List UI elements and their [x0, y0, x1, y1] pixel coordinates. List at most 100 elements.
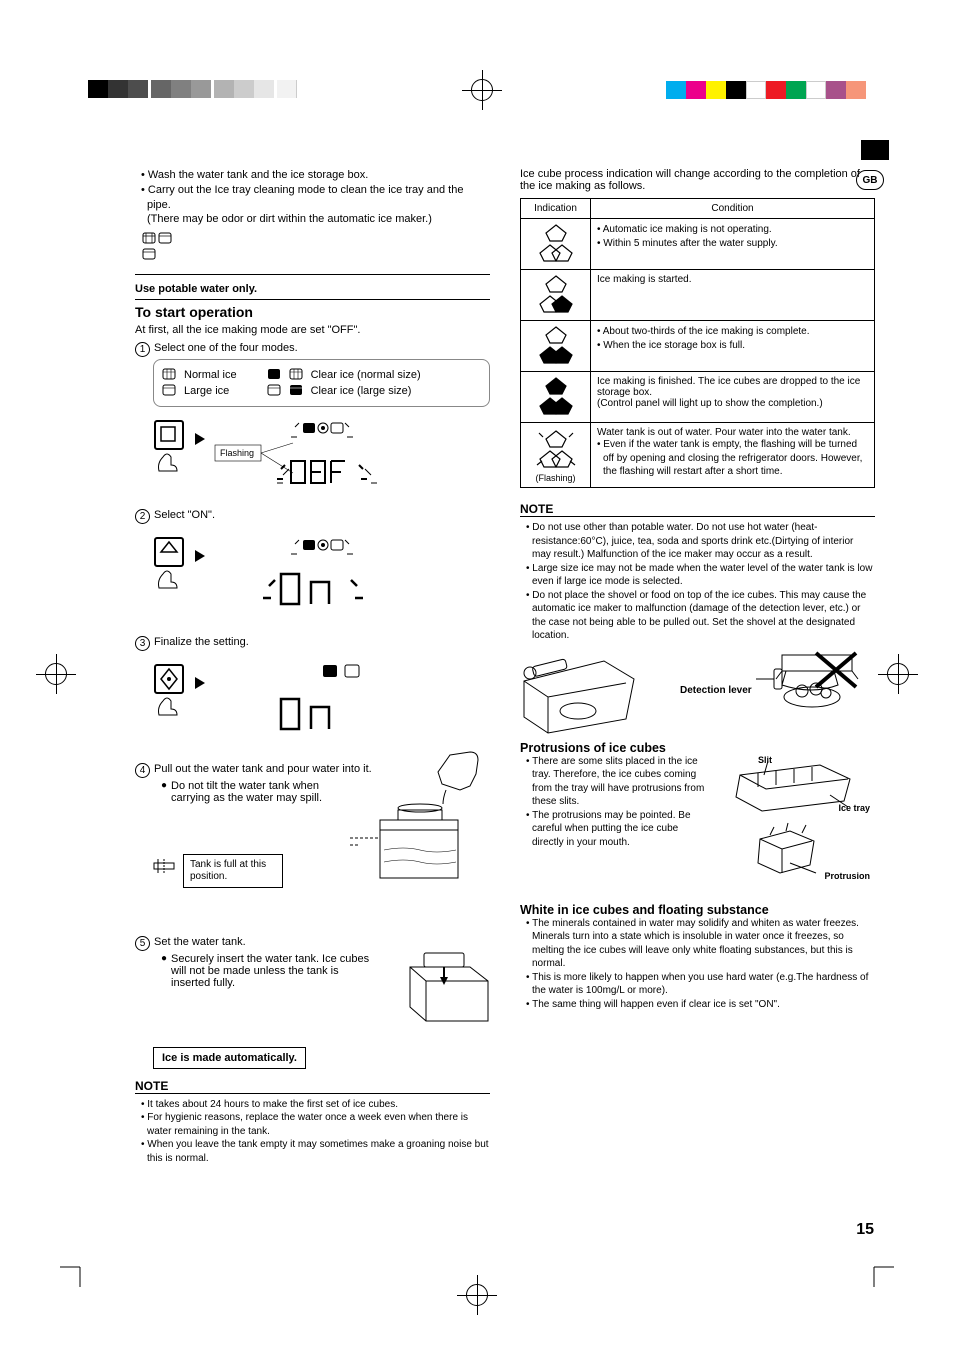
cond-item: Automatic ice making is not operating.	[597, 223, 868, 237]
table-row: About two-thirds of the ice making is co…	[521, 321, 875, 372]
table-row: (Flashing) Water tank is out of water. P…	[521, 423, 875, 488]
detection-lever-label: Detection lever	[680, 685, 752, 696]
flashing-label: Flashing	[220, 448, 254, 458]
note-item: Do not place the shovel or food on top o…	[526, 589, 875, 643]
note-item: When you leave the tank empty it may som…	[141, 1138, 490, 1165]
protrusions-heading: Protrusions of ice cubes	[520, 741, 875, 755]
detection-lever-figure: Detection lever	[680, 651, 866, 731]
indication-icon	[521, 321, 591, 372]
mode-clear-large: Clear ice (large size)	[267, 384, 421, 398]
cond-item: Within 5 minutes after the water supply.	[597, 237, 868, 251]
cond-item: When the ice storage box is full.	[597, 339, 868, 353]
prep-item: Carry out the Ice tray cleaning mode to …	[141, 183, 490, 213]
condition-cell: About two-thirds of the ice making is co…	[591, 321, 875, 372]
flashing-caption: (Flashing)	[527, 473, 584, 483]
potable-water-heading: Use potable water only.	[135, 283, 490, 295]
note-rule	[135, 1093, 490, 1094]
indication-icon: (Flashing)	[521, 423, 591, 488]
white-heading: White in ice cubes and floating substanc…	[520, 903, 875, 917]
step4-diagram: ● Do not tilt the water tank when carryi…	[161, 780, 490, 930]
step-number-icon: 1	[135, 342, 150, 357]
registration-crosshair-bottom	[457, 1275, 497, 1315]
table-row: Ice making is finished. The ice cubes ar…	[521, 372, 875, 423]
cond-item: About two-thirds of the ice making is co…	[597, 325, 868, 339]
protrusion-item: There are some slits placed in the ice t…	[526, 755, 710, 809]
condition-cell: Ice making is finished. The ice cubes ar…	[591, 372, 875, 423]
note-item: Large size ice may not be made when the …	[526, 562, 875, 589]
step3-diagram	[153, 657, 490, 757]
step1-diagram: Flashing	[153, 413, 490, 503]
page-edge-tab	[861, 140, 889, 160]
prep-note: (There may be odor or dirt within the au…	[135, 213, 490, 225]
step-text: Set the water tank.	[154, 936, 246, 948]
step-text: Pull out the water tank and pour water i…	[154, 763, 372, 775]
start-operation-heading: To start operation	[135, 304, 490, 320]
divider	[135, 274, 490, 275]
mode-large: Large ice	[162, 384, 237, 398]
step5-diagram: ● Securely insert the water tank. Ice cu…	[161, 953, 490, 1039]
step-text: Select one of the four modes.	[154, 342, 298, 354]
indication-icon	[521, 219, 591, 270]
indication-icon	[521, 270, 591, 321]
protrusions-block: There are some slits placed in the ice t…	[520, 755, 875, 885]
page-number: 15	[856, 1221, 874, 1239]
process-intro: Ice cube process indication will change …	[520, 168, 875, 192]
cond-item: Even if the water tank is empty, the fla…	[597, 438, 868, 479]
indication-table: Indication Condition Automatic ice makin…	[520, 198, 875, 488]
step-number-icon: 2	[135, 509, 150, 524]
th-indication: Indication	[521, 199, 591, 219]
note-rule	[520, 516, 875, 517]
prep-list: Wash the water tank and the ice storage …	[135, 168, 490, 213]
mode-options-box: Normal ice Large ice Clear ice (normal s…	[153, 359, 490, 407]
table-row: Automatic ice making is not operating. W…	[521, 219, 875, 270]
ice-auto-callout: Ice is made automatically.	[153, 1047, 306, 1069]
color-calibration-bars	[666, 81, 866, 99]
mode-label: Large ice	[184, 385, 229, 397]
white-item: This is more likely to happen when you u…	[526, 971, 875, 998]
divider	[135, 299, 490, 300]
crop-mark-br	[854, 1247, 894, 1287]
protrusion-figure: Slit	[720, 755, 870, 885]
mode-normal: Normal ice	[162, 368, 237, 382]
step-number-icon: 5	[135, 936, 150, 951]
table-row: Ice making is started.	[521, 270, 875, 321]
slit-label: Slit	[758, 755, 772, 765]
step-2: 2 Select "ON".	[135, 509, 490, 524]
white-item: The minerals contained in water may soli…	[526, 917, 875, 971]
registration-crosshair-right	[878, 654, 918, 694]
step-1: 1 Select one of the four modes.	[135, 342, 490, 357]
cond-pre: Water tank is out of water. Pour water i…	[597, 427, 868, 438]
note-item: Do not use other than potable water. Do …	[526, 521, 875, 562]
crop-mark-bl	[60, 1247, 100, 1287]
shovel-figure	[520, 651, 640, 731]
th-condition: Condition	[591, 199, 875, 219]
tank-full-callout: Tank is full at this position.	[183, 854, 283, 888]
step2-diagram	[153, 530, 490, 630]
note-heading: NOTE	[520, 502, 875, 516]
mode-label: Clear ice (large size)	[311, 385, 412, 397]
note-item: It takes about 24 hours to make the firs…	[141, 1098, 490, 1112]
step4-caution: Do not tilt the water tank when carrying…	[171, 780, 331, 804]
gray-calibration-bars	[88, 80, 297, 101]
mode-clear-normal: Clear ice (normal size)	[267, 368, 421, 382]
left-column: Wash the water tank and the ice storage …	[135, 168, 490, 1165]
page-content: Wash the water tank and the ice storage …	[135, 168, 875, 1165]
note-heading: NOTE	[135, 1079, 490, 1093]
protrusion-item: The protrusions may be pointed. Be caref…	[526, 809, 710, 850]
condition-cell: Ice making is started.	[591, 270, 875, 321]
step5-caution: Securely insert the water tank. Ice cube…	[171, 953, 371, 989]
white-item: The same thing will happen even if clear…	[526, 998, 875, 1012]
step-text: Finalize the setting.	[154, 636, 249, 648]
white-notes: The minerals contained in water may soli…	[520, 917, 875, 1012]
ice-mode-icons	[141, 231, 490, 266]
start-intro: At first, all the ice making mode are se…	[135, 324, 490, 336]
detection-figures: Detection lever	[520, 651, 875, 731]
tank-full-text: Tank is full at this position.	[190, 859, 266, 882]
tray-label: Ice tray	[838, 803, 870, 813]
step-text: Select "ON".	[154, 509, 215, 521]
step-3: 3 Finalize the setting.	[135, 636, 490, 651]
registration-crosshair-left	[36, 654, 76, 694]
protrusion-label: Protrusion	[824, 871, 870, 881]
registration-crosshair-top	[462, 70, 502, 110]
prep-item: Wash the water tank and the ice storage …	[141, 168, 490, 183]
